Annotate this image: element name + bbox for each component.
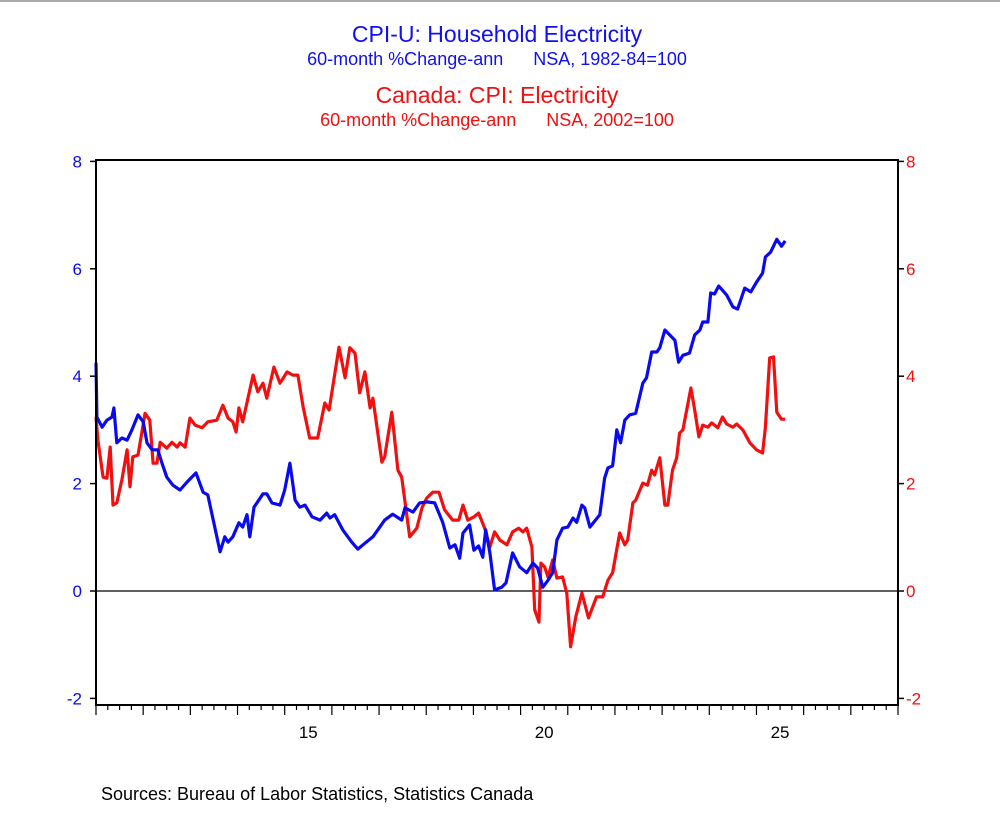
x-tick-label: 20 xyxy=(535,723,554,742)
title-us: CPI-U: Household Electricity xyxy=(352,21,643,47)
left-y-tick-label: 0 xyxy=(73,582,82,601)
left-y-tick-label: -2 xyxy=(67,689,82,708)
x-tick-label: 15 xyxy=(299,723,318,742)
axes: 8 86 64 42 20 0-2 -215 20 25 xyxy=(67,152,921,742)
left-y-tick-label: 8 xyxy=(73,152,82,171)
source-note: Sources: Bureau of Labor Statistics, Sta… xyxy=(101,784,534,804)
right-y-tick-label: 8 xyxy=(906,152,915,171)
subtitle-us: 60-month %Change-ann NSA, 1982-84=100 xyxy=(307,49,687,69)
series-line-us xyxy=(94,237,787,592)
left-y-tick-label: 6 xyxy=(73,260,82,279)
subtitle-canada: 60-month %Change-ann NSA, 2002=100 xyxy=(320,110,674,130)
title-canada: Canada: CPI: Electricity xyxy=(376,82,619,108)
left-y-tick-label: 2 xyxy=(73,475,82,494)
x-tick-label: 25 xyxy=(771,723,790,742)
right-y-tick-label: -2 xyxy=(906,689,921,708)
right-y-tick-label: 6 xyxy=(906,260,915,279)
left-y-tick-label: 4 xyxy=(73,367,82,386)
series-lines xyxy=(94,237,787,649)
plot-frame xyxy=(95,159,899,706)
series-line-canada xyxy=(94,345,786,649)
right-y-tick-label: 4 xyxy=(906,367,915,386)
right-y-tick-label: 0 xyxy=(906,582,915,601)
right-y-tick-label: 2 xyxy=(906,475,915,494)
